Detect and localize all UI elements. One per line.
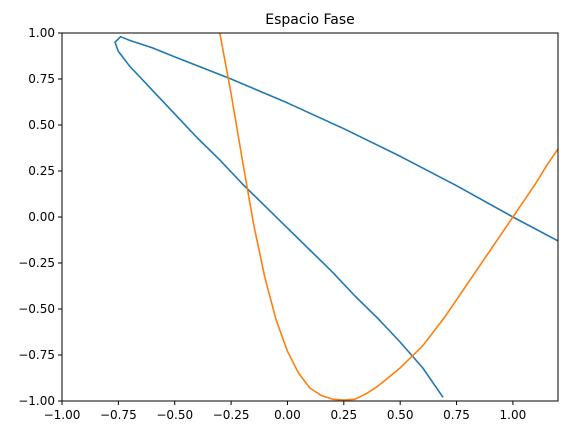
x-tick-label: 0.00 [274, 408, 301, 422]
y-tick-label: −1.00 [18, 394, 55, 408]
x-tick-label: −0.50 [156, 408, 193, 422]
plot-frame [61, 32, 559, 402]
y-tick-label: 0.00 [28, 210, 55, 224]
x-tick-label: 0.50 [387, 408, 414, 422]
series-layer [114, 33, 558, 401]
y-tick-label: −0.75 [18, 348, 55, 362]
x-tick-label: −0.25 [213, 408, 250, 422]
y-axis: 1.00 0.75 0.50 0.25 0.00 −0.25 −0.50 −0.75 −1.00 [18, 26, 62, 408]
y-tick-label: 0.25 [28, 164, 55, 178]
y-tick-label: 0.75 [28, 72, 55, 86]
x-tick-label: 0.75 [443, 408, 470, 422]
y-tick-label: −0.25 [18, 256, 55, 270]
x-tick-label: −0.75 [100, 408, 137, 422]
y-tick-label: −0.50 [18, 302, 55, 316]
x-tick-label: 1.00 [500, 408, 527, 422]
series-line-1 [114, 35, 558, 398]
series-line-2 [219, 33, 558, 401]
y-tick-label: 0.50 [28, 118, 55, 132]
x-tick-label: 0.25 [330, 408, 357, 422]
x-tick-label: −1.00 [44, 408, 81, 422]
y-tick-label: 1.00 [28, 26, 55, 40]
chart-title: Espacio Fase [265, 12, 354, 28]
x-axis: −1.00 −0.75 −0.50 −0.25 0.00 0.25 0.50 0.75 1.00 [44, 401, 527, 422]
